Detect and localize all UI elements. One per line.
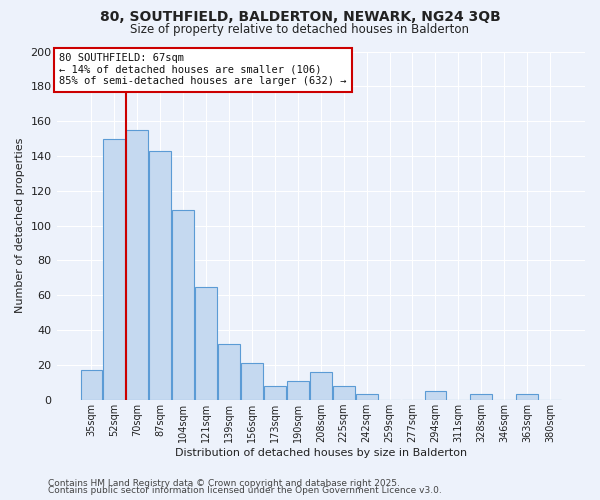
Bar bbox=[218, 344, 240, 400]
Bar bbox=[287, 380, 309, 400]
Bar bbox=[172, 210, 194, 400]
Bar bbox=[310, 372, 332, 400]
Text: 80, SOUTHFIELD, BALDERTON, NEWARK, NG24 3QB: 80, SOUTHFIELD, BALDERTON, NEWARK, NG24 … bbox=[100, 10, 500, 24]
Bar bbox=[264, 386, 286, 400]
Bar bbox=[516, 394, 538, 400]
Bar bbox=[470, 394, 492, 400]
Text: Contains public sector information licensed under the Open Government Licence v3: Contains public sector information licen… bbox=[48, 486, 442, 495]
Bar bbox=[80, 370, 103, 400]
Text: Size of property relative to detached houses in Balderton: Size of property relative to detached ho… bbox=[131, 22, 470, 36]
Bar bbox=[103, 138, 125, 400]
Bar bbox=[425, 391, 446, 400]
Bar bbox=[127, 130, 148, 400]
Text: Contains HM Land Registry data © Crown copyright and database right 2025.: Contains HM Land Registry data © Crown c… bbox=[48, 478, 400, 488]
Bar bbox=[149, 150, 171, 400]
Bar bbox=[241, 363, 263, 400]
Y-axis label: Number of detached properties: Number of detached properties bbox=[15, 138, 25, 314]
Text: 80 SOUTHFIELD: 67sqm
← 14% of detached houses are smaller (106)
85% of semi-deta: 80 SOUTHFIELD: 67sqm ← 14% of detached h… bbox=[59, 53, 347, 86]
Bar bbox=[356, 394, 377, 400]
Bar bbox=[195, 286, 217, 400]
X-axis label: Distribution of detached houses by size in Balderton: Distribution of detached houses by size … bbox=[175, 448, 467, 458]
Bar bbox=[333, 386, 355, 400]
